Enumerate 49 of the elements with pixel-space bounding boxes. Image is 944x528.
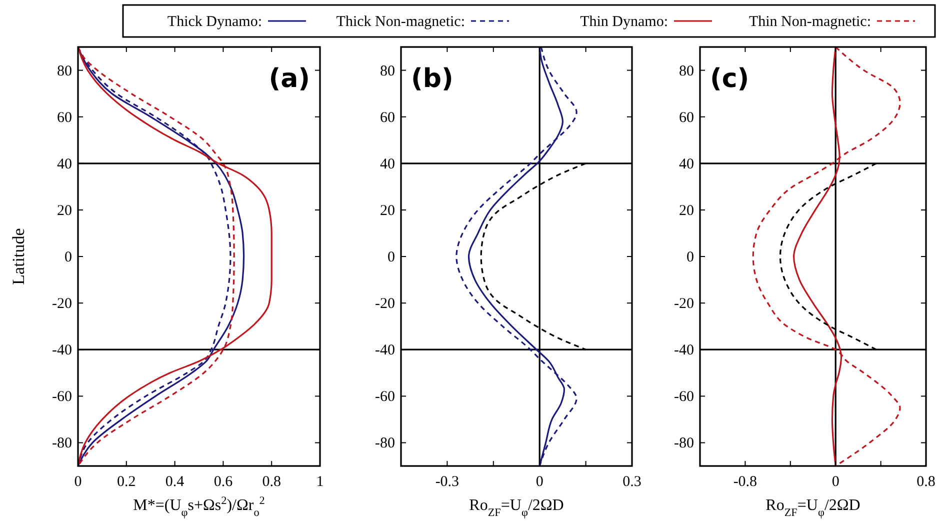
y-tick-label: 60 (679, 110, 694, 126)
y-tick-label: -20 (674, 296, 694, 312)
x-tick-label: 1 (316, 474, 324, 490)
legend-label: Thin Non-magnetic: (748, 14, 871, 30)
y-tick-label: 0 (686, 250, 694, 266)
annotation: (a) (268, 64, 310, 94)
x-tick-label: 0 (536, 474, 544, 490)
y-tick-label: -60 (375, 389, 395, 406)
legend-label: Thick Dynamo: (167, 14, 262, 30)
y-tick-label: 20 (57, 202, 72, 219)
y-tick-label: 20 (380, 202, 395, 219)
y-tick-label: 0 (388, 250, 395, 266)
y-tick-label: -60 (674, 389, 694, 406)
annotation: (c) (710, 64, 750, 94)
x-tick-label: 0.8 (262, 474, 281, 490)
x-tick-label: 0.6 (214, 474, 234, 490)
x-tick-label: -0.8 (733, 474, 758, 490)
y-tick-label: 80 (679, 63, 694, 80)
y-tick-label: -60 (52, 389, 72, 406)
y-tick-label: 20 (679, 202, 694, 219)
y-tick-label: 40 (380, 156, 395, 172)
y-tick-label: -80 (375, 436, 395, 452)
x-tick-label: 0.3 (622, 474, 642, 490)
y-tick-label: -40 (375, 342, 395, 359)
x-tick-label: 0 (832, 474, 840, 490)
y-tick-label: -40 (674, 342, 694, 359)
y-tick-label: -20 (375, 296, 395, 312)
x-axis-title: Ro$_{ZF}$=U$_{φ}$/2ΩD (766, 497, 860, 519)
x-tick-label: 0 (74, 474, 82, 490)
x-axis-title: Ro$_{ZF}$=U$_{φ}$/2ΩD (469, 497, 564, 519)
annotation: (b) (411, 64, 454, 94)
y-tick-label: -80 (52, 436, 72, 452)
y-axis-title: Latitude (9, 228, 28, 285)
y-tick-label: -80 (674, 436, 694, 452)
x-tick-label: 0.2 (117, 474, 136, 490)
x-tick-label: 0.4 (165, 474, 185, 490)
y-tick-label: 40 (57, 156, 72, 172)
legend-label: Thin Dynamo: (580, 14, 668, 30)
y-tick-label: 40 (679, 156, 694, 172)
y-tick-label: 60 (380, 110, 395, 126)
y-tick-label: -40 (52, 342, 72, 359)
x-tick-label: -0.3 (435, 474, 460, 490)
y-tick-label: -20 (52, 296, 72, 312)
y-tick-label: 80 (380, 63, 395, 80)
legend-label: Thick Non-magnetic: (336, 14, 465, 30)
y-tick-label: 80 (57, 63, 72, 80)
x-tick-label: 0.8 (916, 474, 936, 490)
y-tick-label: 60 (57, 110, 72, 126)
y-tick-label: 0 (64, 250, 72, 266)
